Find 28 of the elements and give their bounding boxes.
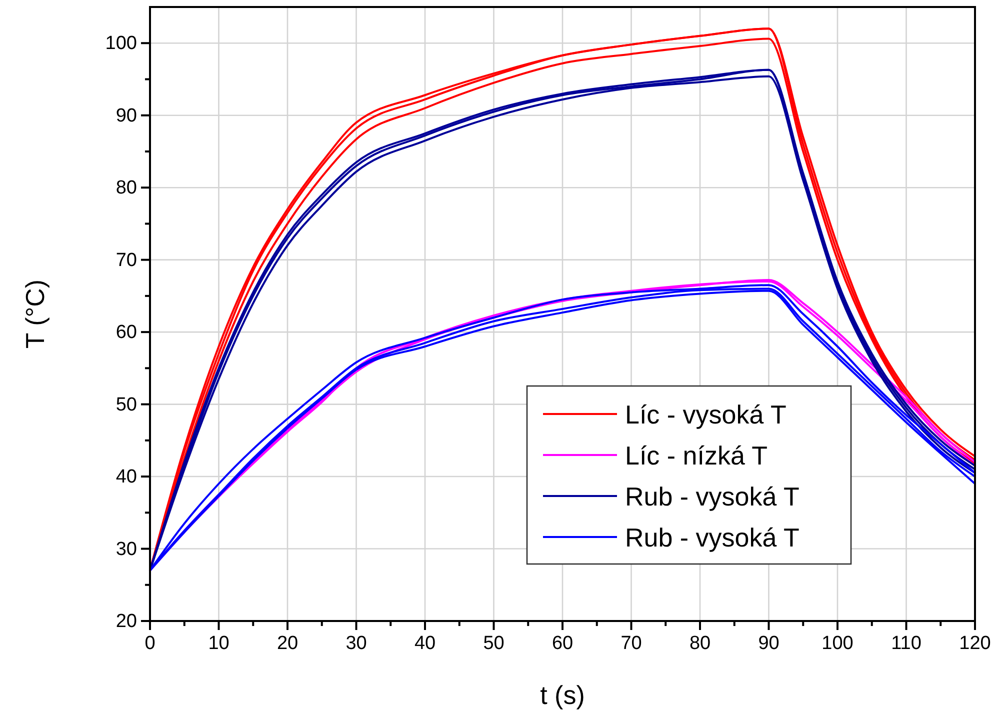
y-tick-label: 80 — [116, 178, 137, 199]
x-tick-label: 60 — [552, 633, 574, 654]
x-tick-label: 70 — [620, 633, 642, 654]
legend-label: Rub - vysoká T — [625, 522, 800, 552]
x-tick-label: 10 — [208, 633, 230, 654]
y-tick-label: 60 — [116, 322, 137, 344]
y-tick-label: 90 — [116, 105, 137, 126]
y-tick-label: 20 — [116, 611, 137, 632]
y-tick-label: 70 — [116, 250, 137, 271]
x-tick-label: 30 — [346, 633, 367, 654]
x-tick-label: 90 — [758, 633, 780, 654]
y-tick-label: 40 — [116, 466, 137, 488]
x-tick-label: 110 — [891, 633, 922, 654]
y-axis-title: T (°C) — [20, 279, 50, 349]
legend-label: Rub - vysoká T — [625, 481, 800, 512]
y-tick-label: 50 — [116, 394, 137, 416]
x-tick-label: 50 — [483, 633, 504, 654]
x-tick-label: 120 — [959, 633, 991, 654]
x-tick-label: 40 — [414, 633, 436, 654]
y-tick-label: 30 — [116, 538, 137, 560]
x-tick-label: 80 — [689, 633, 711, 654]
x-axis-title: t (s) — [540, 680, 585, 710]
x-tick-label: 0 — [144, 633, 156, 654]
x-tick-label: 100 — [822, 633, 854, 654]
legend-label: Líc - nízká T — [625, 440, 768, 470]
legend-label: Líc - vysoká T — [625, 399, 786, 430]
y-tick-label: 100 — [105, 33, 137, 54]
x-tick-label: 20 — [276, 633, 298, 654]
